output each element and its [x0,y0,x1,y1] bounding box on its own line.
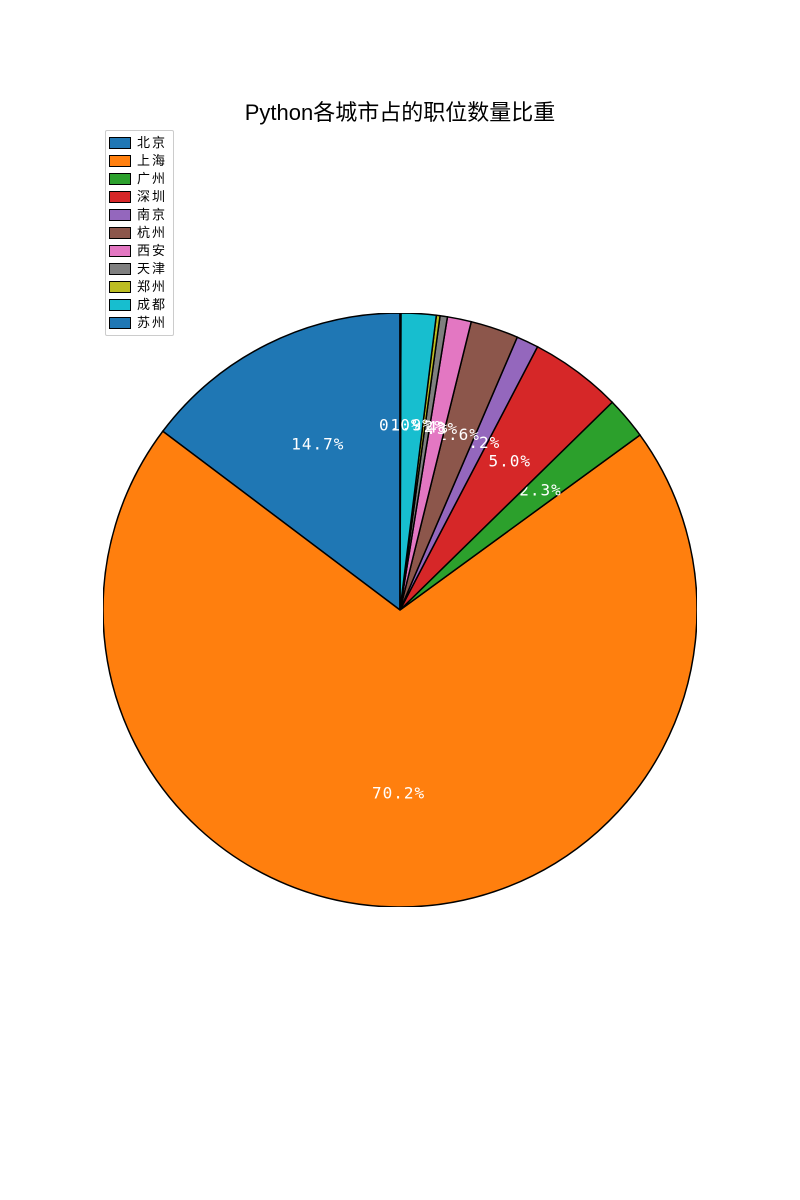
legend-item: 成都 [109,296,167,314]
legend-label: 成都 [137,296,167,314]
pie-pct-label: 14.7% [291,435,344,454]
legend-swatch [109,191,131,203]
legend-item: 深圳 [109,188,167,206]
legend-swatch [109,299,131,311]
legend-swatch [109,281,131,293]
legend-swatch [109,155,131,167]
chart-title: Python各城市占的职位数量比重 [0,95,800,127]
pie-chart: 14.7%70.2%2.3%5.0%1.2%2.6%1.3%0.4%0.2%1.… [103,313,697,907]
legend-swatch [109,209,131,221]
legend-item: 郑州 [109,278,167,296]
pie-pct-label: 0.0% [379,415,422,434]
legend-item: 天津 [109,260,167,278]
pie-pct-label: 70.2% [372,784,425,803]
pie-pct-label: 5.0% [489,452,532,471]
legend-item: 南京 [109,206,167,224]
legend-item: 北京 [109,134,167,152]
legend-label: 上海 [137,152,167,170]
legend-item: 上海 [109,152,167,170]
legend-swatch [109,173,131,185]
legend-label: 广州 [137,170,167,188]
legend-swatch [109,245,131,257]
legend-item: 广州 [109,170,167,188]
legend-label: 深圳 [137,188,167,206]
legend-swatch [109,137,131,149]
chart-container: Python各城市占的职位数量比重 北京上海广州深圳南京杭州西安天津郑州成都苏州… [0,0,800,1200]
legend-label: 杭州 [137,224,167,242]
legend-label: 天津 [137,260,167,278]
legend-label: 郑州 [137,278,167,296]
legend-label: 南京 [137,206,167,224]
legend: 北京上海广州深圳南京杭州西安天津郑州成都苏州 [105,130,174,336]
legend-item: 杭州 [109,224,167,242]
legend-item: 西安 [109,242,167,260]
legend-swatch [109,263,131,275]
legend-label: 北京 [137,134,167,152]
legend-swatch [109,227,131,239]
pie-slice [400,313,401,610]
legend-label: 西安 [137,242,167,260]
